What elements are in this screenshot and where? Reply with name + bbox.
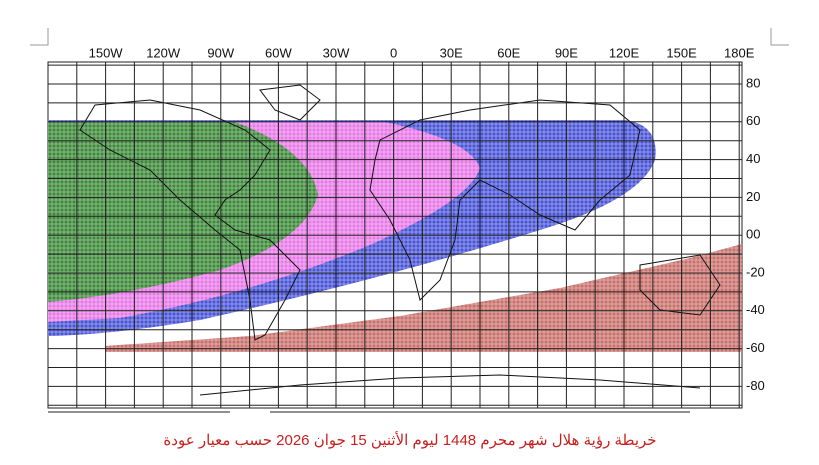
longitude-label: 120E	[609, 45, 640, 60]
latitude-label: -80	[746, 378, 765, 393]
longitude-label: 30W	[323, 45, 350, 60]
latitude-label: -60	[746, 340, 765, 355]
latitude-label: 20	[746, 189, 760, 204]
latitude-label: 40	[746, 151, 760, 166]
longitude-label: 90W	[207, 45, 234, 60]
graticule	[48, 62, 742, 408]
latitude-label: -20	[746, 264, 765, 279]
longitude-label: 150E	[666, 45, 697, 60]
longitude-label: 60E	[497, 45, 520, 60]
caption: خريطة رؤية هلال شهر محرم 1448 ليوم الأثن…	[163, 431, 656, 449]
latitude-label: -40	[746, 302, 765, 317]
longitude-label: 180E	[724, 45, 755, 60]
corner-mark	[770, 28, 789, 46]
zone-pattern	[105, 244, 742, 352]
longitude-label: 150W	[89, 45, 124, 60]
latitude-label: 00	[746, 227, 760, 242]
longitude-label: 60W	[265, 45, 292, 60]
zone-pattern	[48, 122, 318, 302]
longitude-label: 30E	[440, 45, 463, 60]
longitude-label: 90E	[555, 45, 578, 60]
latitude-label: 60	[746, 113, 760, 128]
visibility-zones	[48, 120, 742, 352]
corner-mark	[30, 28, 49, 46]
longitude-label: 0	[390, 45, 397, 60]
latitude-label: 80	[746, 75, 760, 90]
longitude-label: 120W	[146, 45, 181, 60]
